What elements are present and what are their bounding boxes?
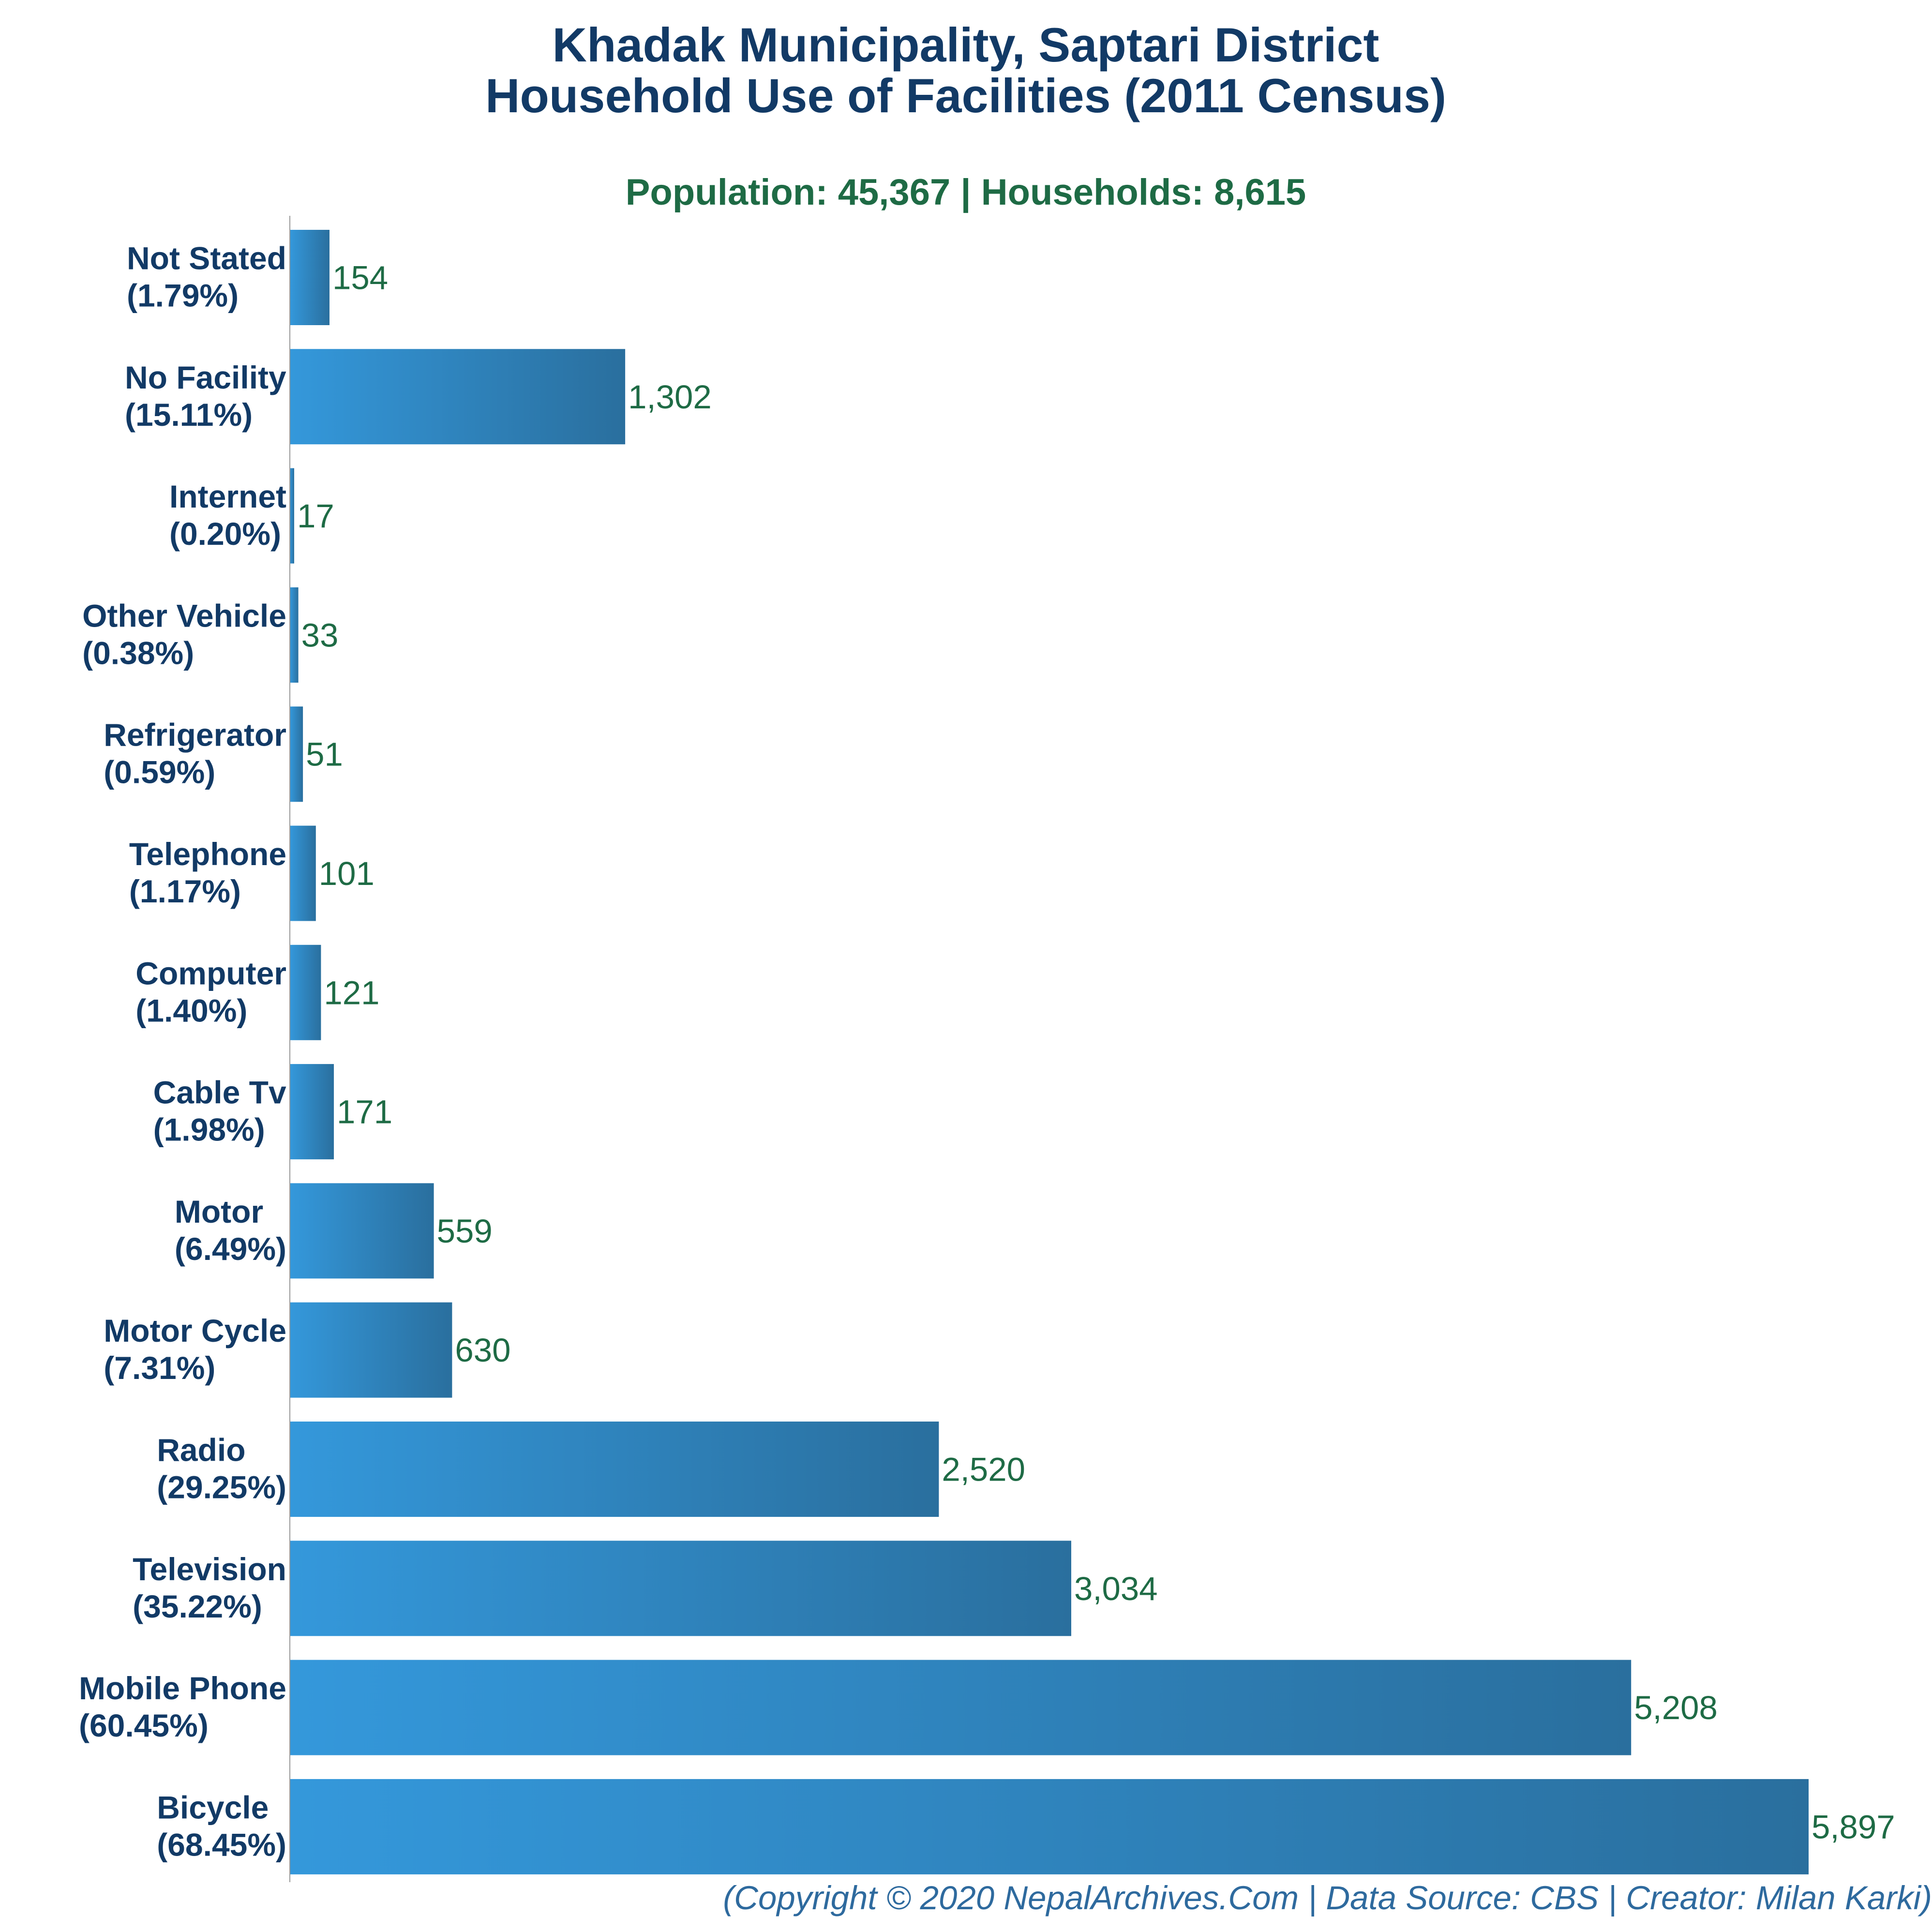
value-label-television: 3,034: [1074, 1570, 1158, 1607]
category-label-internet: Internet: [169, 479, 286, 514]
bar-telephone: [290, 825, 316, 921]
labels-layer: 154 Not Stated(1.79%) 1,302 No Facility(15.…: [79, 240, 1895, 1863]
category-pct-motor-cycle: (7.31%): [104, 1350, 215, 1386]
category-label-refrigerator: Refrigerator: [104, 717, 286, 753]
bar-cable-tv: [290, 1064, 334, 1160]
value-label-other-vehicle: 33: [301, 616, 339, 654]
category-label-motor-cycle: Motor Cycle: [104, 1313, 286, 1348]
category-pct-television: (35.22%): [133, 1588, 262, 1624]
category-label-radio: Radio: [157, 1432, 245, 1468]
bars-layer: [290, 230, 1809, 1874]
bar-motor-cycle: [290, 1302, 452, 1398]
value-label-radio: 2,520: [942, 1451, 1025, 1488]
value-label-not-stated: 154: [332, 259, 388, 297]
bar-bicycle: [290, 1779, 1809, 1874]
value-label-internet: 17: [297, 497, 334, 535]
value-label-cable-tv: 171: [337, 1093, 392, 1131]
category-label-other-vehicle: Other Vehicle: [82, 598, 286, 633]
value-label-bicycle: 5,897: [1812, 1808, 1895, 1845]
category-pct-cable-tv: (1.98%): [153, 1112, 265, 1148]
chart-title-line-1: Khadak Municipality, Saptari District: [552, 18, 1379, 72]
category-pct-telephone: (1.17%): [129, 873, 241, 909]
category-label-television: Television: [133, 1551, 286, 1587]
category-label-bicycle: Bicycle: [157, 1789, 269, 1825]
category-pct-internet: (0.20%): [169, 516, 281, 552]
category-pct-not-stated: (1.79%): [127, 278, 239, 314]
category-pct-refrigerator: (0.59%): [104, 754, 215, 790]
chart-footer: (Copyright © 2020 NepalArchives.Com | Da…: [723, 1879, 1932, 1917]
category-pct-bicycle: (68.45%): [157, 1827, 286, 1862]
category-pct-motor: (6.49%): [175, 1231, 286, 1267]
category-label-cable-tv: Cable Tv: [153, 1075, 286, 1110]
category-pct-computer: (1.40%): [135, 992, 247, 1028]
category-label-no-facility: No Facility: [125, 359, 286, 395]
value-label-refrigerator: 51: [306, 736, 343, 773]
category-label-telephone: Telephone: [129, 836, 286, 872]
category-label-motor: Motor: [175, 1194, 263, 1229]
category-pct-other-vehicle: (0.38%): [82, 635, 194, 671]
bar-refrigerator: [290, 706, 303, 802]
category-label-not-stated: Not Stated: [127, 240, 286, 276]
bar-other-vehicle: [290, 587, 299, 683]
category-label-mobile-phone: Mobile Phone: [79, 1670, 286, 1706]
chart-subtitle: Population: 45,367 | Households: 8,615: [626, 172, 1306, 213]
bar-motor: [290, 1183, 434, 1279]
value-label-telephone: 101: [319, 855, 374, 892]
value-label-mobile-phone: 5,208: [1634, 1689, 1718, 1726]
bar-not-stated: [290, 230, 329, 325]
bar-internet: [290, 468, 294, 564]
bar-no-facility: [290, 349, 626, 445]
value-label-no-facility: 1,302: [628, 378, 712, 416]
bar-television: [290, 1541, 1071, 1636]
category-pct-mobile-phone: (60.45%): [79, 1707, 209, 1743]
bar-radio: [290, 1422, 939, 1517]
bar-computer: [290, 944, 321, 1040]
bar-mobile-phone: [290, 1660, 1632, 1755]
value-label-computer: 121: [324, 974, 379, 1011]
value-label-motor: 559: [437, 1213, 493, 1250]
category-pct-no-facility: (15.11%): [125, 397, 253, 433]
chart-title-line-2: Household Use of Facilities (2011 Census…: [485, 69, 1446, 122]
category-pct-radio: (29.25%): [157, 1469, 286, 1505]
category-label-computer: Computer: [135, 955, 286, 991]
value-label-motor-cycle: 630: [455, 1332, 510, 1369]
